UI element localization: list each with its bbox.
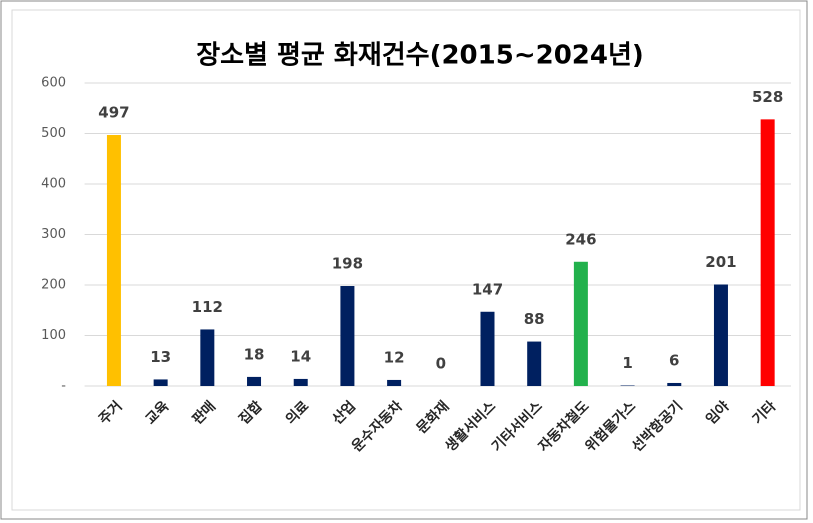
y-tick-label: 200 <box>41 278 66 293</box>
data-label: 1 <box>622 354 632 372</box>
data-label: 12 <box>384 348 405 366</box>
data-label: 112 <box>192 298 223 316</box>
bar <box>480 311 495 386</box>
bar <box>713 284 728 386</box>
data-label: 198 <box>332 255 363 273</box>
y-tick-label: - <box>61 379 66 394</box>
bar <box>573 261 588 386</box>
bar <box>527 341 542 386</box>
bar <box>620 385 635 386</box>
bar <box>247 376 262 386</box>
data-label: 6 <box>669 351 679 369</box>
data-label: 246 <box>565 230 596 248</box>
data-label: 0 <box>436 355 446 373</box>
bar <box>667 382 682 386</box>
data-label: 528 <box>752 88 783 106</box>
data-label: 201 <box>705 253 736 271</box>
data-label: 497 <box>98 104 129 122</box>
bar <box>387 379 402 386</box>
bar <box>760 119 775 387</box>
bar <box>293 378 308 386</box>
y-tick-label: 100 <box>41 328 66 343</box>
y-tick-label: 400 <box>41 177 66 192</box>
y-tick-label: 500 <box>41 126 66 141</box>
y-tick-label: 600 <box>41 76 66 91</box>
data-label: 13 <box>150 348 171 366</box>
data-label: 14 <box>290 347 311 365</box>
bar <box>106 135 121 386</box>
bar <box>200 329 215 386</box>
bar <box>153 379 168 386</box>
data-label: 18 <box>244 345 265 363</box>
data-label: 147 <box>472 280 503 298</box>
y-tick-label: 300 <box>41 227 66 242</box>
data-label: 88 <box>524 310 545 328</box>
plot-border <box>11 9 801 511</box>
bar <box>340 286 355 386</box>
chart-title: 장소별 평균 화재건수(2015~2024년) <box>196 41 644 71</box>
